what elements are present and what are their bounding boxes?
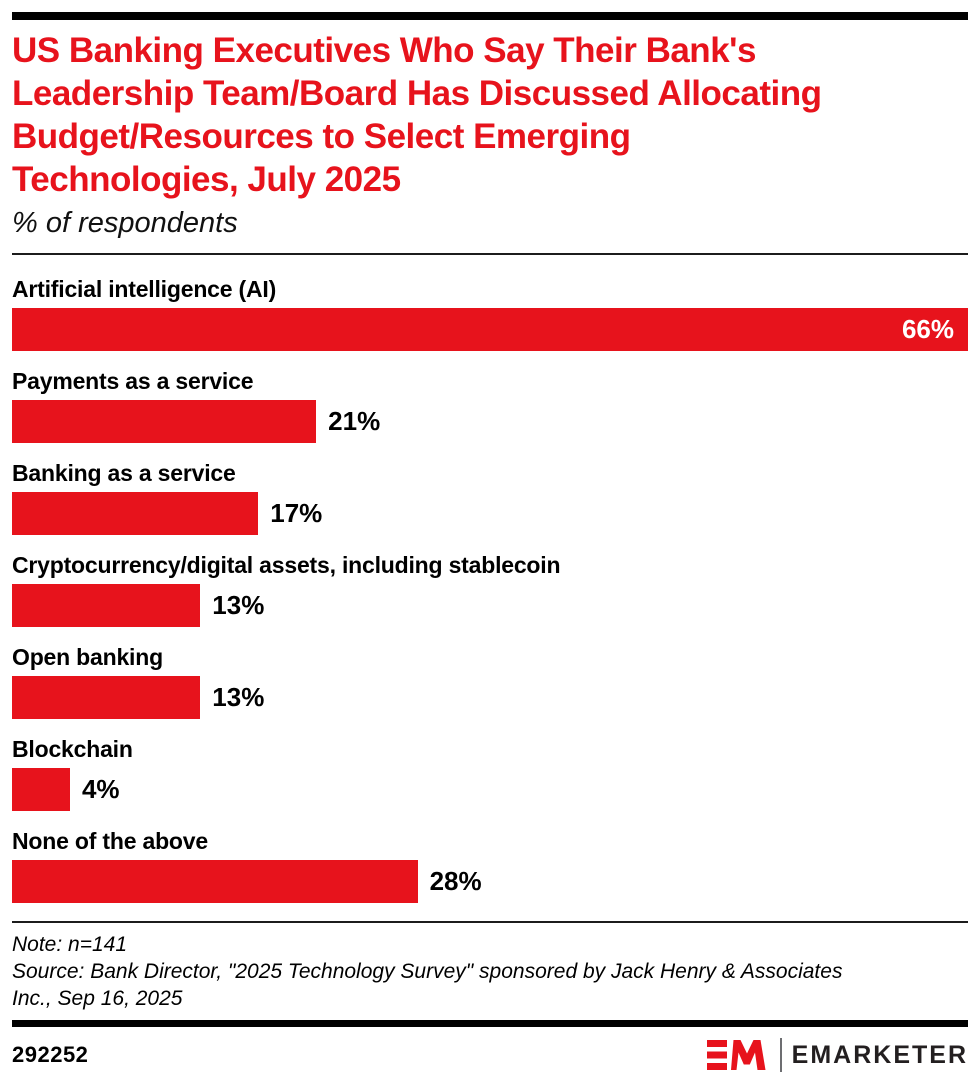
chart-title: US Banking Executives Who Say Their Bank… [12,29,968,201]
bar-track: 21% [12,400,968,443]
bar-track: 17% [12,492,968,535]
title-separator-rule [12,253,968,255]
bar-category-label: Cryptocurrency/digital assets, including… [12,552,561,578]
bar-category-label: Open banking [12,644,163,670]
chart-id: 292252 [12,1042,89,1067]
bar-row: Payments as a service 21% [12,369,968,443]
bar-row: Open banking 13% [12,645,968,719]
emarketer-logo: EMARKETER [706,1038,968,1072]
bar-value-label: 28% [429,866,482,896]
bar-value-label: 13% [212,590,265,620]
bar-category-label: Payments as a service [12,368,254,394]
emarketer-monogram-icon [706,1040,766,1070]
bar-track: 4% [12,768,968,811]
logo-divider [779,1038,782,1072]
chart-title-line: Leadership Team/Board Has Discussed Allo… [12,74,822,113]
bar-category-label: Artificial intelligence (AI) [12,276,277,302]
top-rule [12,12,968,20]
bar [12,860,418,903]
source-text-line: Inc., Sep 16, 2025 [12,987,183,1010]
bar [12,584,201,627]
bar-row: None of the above 28% [12,829,968,903]
bottom-rule [12,1020,968,1027]
bar-category-label: Banking as a service [12,460,236,486]
bar [12,492,259,535]
bar [12,400,317,443]
chart-footer: 292252 EMARKETER [12,1038,968,1072]
chart-subtitle: % of respondents [12,207,238,239]
bar-track: 66% [12,308,968,351]
note-text: Note: n=141 [12,933,128,956]
source-text-line: Source: Bank Director, "2025 Technology … [12,960,843,983]
bar-row: Cryptocurrency/digital assets, including… [12,553,968,627]
bar-track: 28% [12,860,968,903]
chart-title-line: Technologies, July 2025 [12,160,401,199]
bar-value-label: 17% [270,498,323,528]
note-separator-rule [12,921,968,923]
bar-category-label: None of the above [12,828,208,854]
bar-row: Blockchain 4% [12,737,968,811]
bar-chart: Artificial intelligence (AI) 66% Payments … [12,277,968,903]
bar-row: Banking as a service 17% [12,461,968,535]
bar-track: 13% [12,676,968,719]
chart-title-line: Budget/Resources to Select Emerging [12,117,631,156]
bar-value-label: 4% [81,774,120,804]
bar-track: 13% [12,584,968,627]
chart-notes: Note: n=141 Source: Bank Director, "2025… [12,931,968,1012]
bar-category-label: Blockchain [12,736,133,762]
bar [12,768,70,811]
bar: 66% [12,308,968,351]
bar-value-label: 13% [212,682,265,712]
bar-value-label: 66% [901,314,954,344]
chart-title-line: US Banking Executives Who Say Their Bank… [12,31,756,70]
bar-value-label: 21% [328,406,381,436]
brand-wordmark: EMARKETER [791,1040,968,1069]
bar [12,676,201,719]
bar-row: Artificial intelligence (AI) 66% [12,277,968,351]
